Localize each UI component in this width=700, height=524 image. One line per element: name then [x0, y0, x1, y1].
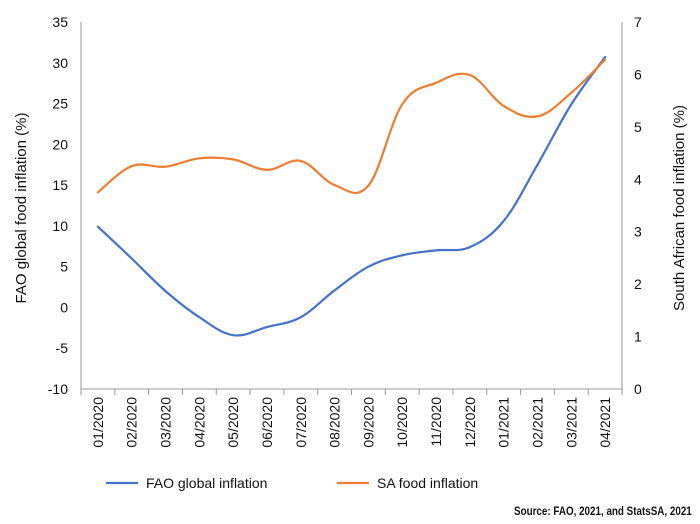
- left-tick-label: 30: [52, 55, 68, 71]
- legend-label: FAO global inflation: [146, 475, 267, 491]
- x-tick-label: 03/2021: [563, 397, 579, 448]
- axes: [80, 22, 623, 390]
- x-tick-label: 10/2020: [394, 397, 410, 448]
- right-tick-label: 5: [634, 119, 642, 135]
- x-tick-label: 02/2020: [124, 397, 140, 448]
- left-tick-label: -5: [56, 340, 69, 356]
- legend-label: SA food inflation: [377, 475, 478, 491]
- right-tick-label: 1: [634, 329, 642, 345]
- x-tick-label: 07/2020: [293, 397, 309, 448]
- left-tick-label: -10: [48, 381, 68, 397]
- source-note: Source: FAO, 2021, and StatsSA, 2021: [514, 504, 692, 518]
- right-tick-label: 7: [634, 14, 642, 30]
- left-tick-label: 15: [52, 177, 68, 193]
- right-tick-label: 6: [634, 66, 642, 82]
- x-axis-ticks: 01/2020 02/2020 03/2020 04/2020 05/2020 06/20…: [80, 389, 623, 448]
- x-tick-label: 02/2021: [529, 397, 545, 448]
- x-tick-label: 04/2021: [597, 397, 613, 448]
- x-tick-label: 09/2020: [360, 397, 376, 448]
- legend: FAO global inflation SA food inflation: [106, 475, 478, 491]
- left-tick-label: 20: [52, 136, 68, 152]
- x-tick-label: 01/2021: [496, 397, 512, 448]
- right-tick-label: 2: [634, 276, 642, 292]
- right-axis-ticks: 7 6 5 4 3 2 1 0: [634, 14, 642, 397]
- left-axis-ticks: 35 30 25 20 15 10 5 0 -5 -10: [48, 14, 68, 397]
- fao-global-inflation-line: [96, 55, 607, 337]
- left-tick-label: 0: [60, 299, 68, 315]
- series-lines: [96, 55, 607, 337]
- right-tick-label: 4: [634, 171, 642, 187]
- x-tick-label: 05/2020: [225, 397, 241, 448]
- left-tick-label: 10: [52, 218, 68, 234]
- x-tick-label: 01/2020: [90, 397, 106, 448]
- left-tick-label: 35: [52, 14, 68, 30]
- left-tick-label: 25: [52, 96, 68, 112]
- x-tick-label: 06/2020: [259, 397, 275, 448]
- x-tick-label: 12/2020: [462, 397, 478, 448]
- x-tick-label: 04/2020: [191, 397, 207, 448]
- right-tick-label: 0: [634, 381, 642, 397]
- sa-food-inflation-line: [96, 58, 607, 195]
- left-axis-title: FAO global food inflation (%): [13, 113, 30, 304]
- x-tick-label: 03/2020: [158, 397, 174, 448]
- left-tick-label: 5: [60, 259, 68, 275]
- right-axis-title: South African food inflation (%): [671, 105, 688, 311]
- x-tick-label: 11/2020: [428, 397, 444, 447]
- x-tick-label: 08/2020: [327, 397, 343, 448]
- right-tick-label: 3: [634, 224, 642, 240]
